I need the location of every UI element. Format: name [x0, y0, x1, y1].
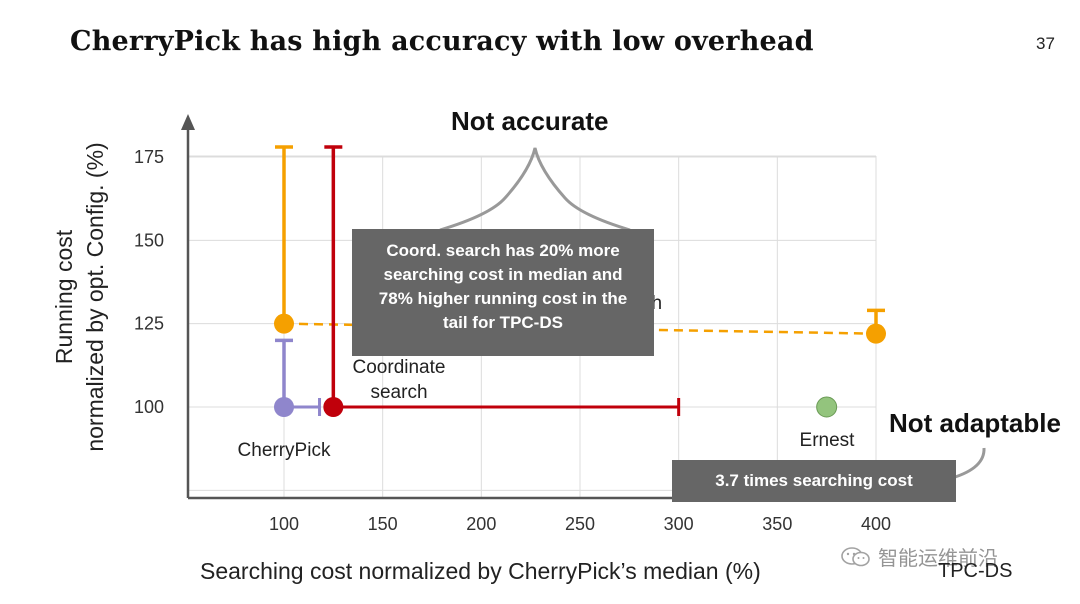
x-tick-label: 400 — [861, 514, 891, 534]
callout-line-3: 78% higher running cost in the — [378, 289, 628, 308]
coord-search-callout: Coord. search has 20% more searching cos… — [352, 229, 654, 356]
callout-line-4: tail for TPC-DS — [443, 313, 563, 332]
not-accurate-note: Not accurate — [451, 106, 609, 136]
random-search-point-2 — [866, 323, 886, 344]
y-axis-title: Running cost normalized by opt. Config. (… — [51, 142, 108, 451]
benchmark-tag: TPC-DS — [938, 560, 1013, 582]
y-tick-label: 100 — [134, 397, 164, 417]
x-tick-label: 350 — [762, 514, 792, 534]
x-tick-label: 200 — [466, 514, 496, 534]
random-search-point — [274, 313, 294, 334]
page-number: 37 — [1036, 34, 1055, 53]
adaptable-connector — [951, 447, 986, 480]
y-axis-title-line-2: normalized by opt. Config. (%) — [82, 142, 108, 451]
coord-search-label-line-1: Coordinate — [353, 357, 446, 378]
cherrypick-point — [274, 397, 294, 417]
x-axis-title: Searching cost normalized by CherryPick’… — [200, 558, 761, 584]
x-tick-label: 300 — [664, 514, 694, 534]
callout-line-2: searching cost in median and — [383, 265, 623, 284]
brace-connector — [439, 147, 631, 232]
coord-search-point — [323, 397, 344, 417]
wechat-icon — [840, 546, 872, 568]
x-tick-label: 100 — [269, 514, 299, 534]
ernest-point — [816, 396, 838, 418]
x-tick-label: 250 — [565, 514, 595, 534]
axis-ticks: 100 150 200 250 300 350 400 100 125 150 175 — [134, 147, 891, 534]
ernest-label: Ernest — [800, 430, 856, 451]
watermark: 智能运维前沿 — [840, 542, 998, 571]
cherrypick-label: CherryPick — [238, 440, 331, 461]
y-axis-arrow — [181, 114, 195, 130]
slide-title: CherryPick has high accuracy with low ov… — [70, 26, 814, 57]
y-tick-label: 125 — [134, 314, 164, 334]
searching-cost-callout: 3.7 times searching cost — [672, 460, 956, 502]
callout-line-1: Coord. search has 20% more — [386, 241, 620, 260]
watermark-text: 智能运维前沿 — [878, 548, 998, 570]
y-axis-title-line-1: Running cost — [51, 229, 77, 364]
y-tick-label: 175 — [134, 147, 164, 167]
coord-search-label-line-2: search — [370, 382, 427, 403]
y-tick-label: 150 — [134, 230, 164, 250]
x-tick-label: 150 — [368, 514, 398, 534]
not-adaptable-note: Not adaptable — [889, 408, 1061, 438]
